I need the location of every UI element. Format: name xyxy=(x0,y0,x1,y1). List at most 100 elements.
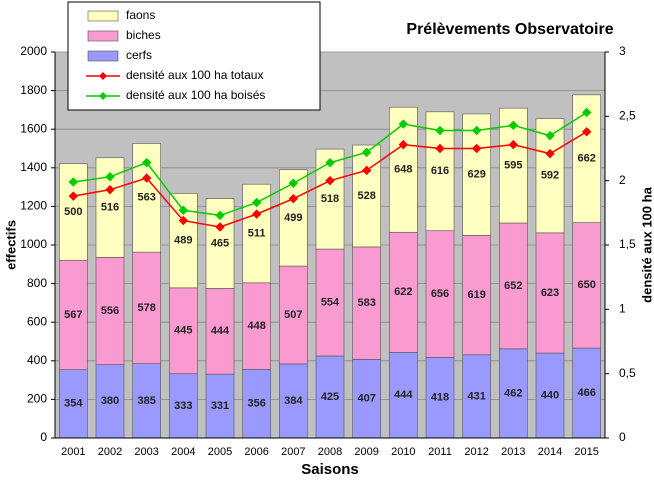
value-label: 333 xyxy=(174,400,192,412)
line-marker xyxy=(581,127,592,137)
value-label: 465 xyxy=(211,237,229,249)
line-marker xyxy=(215,210,225,221)
line-marker xyxy=(508,139,519,150)
bar-segment xyxy=(389,352,418,439)
y-tick-label: 2000 xyxy=(20,44,47,58)
line-marker xyxy=(141,173,152,183)
value-label: 511 xyxy=(248,227,266,239)
value-label: 592 xyxy=(541,170,559,182)
value-label: 662 xyxy=(577,153,595,165)
y-tick-label: 1400 xyxy=(20,160,47,174)
value-label: 578 xyxy=(137,302,155,314)
y2-tick-label: 2,5 xyxy=(619,109,636,123)
legend-swatch xyxy=(87,30,119,42)
bar-segment xyxy=(315,248,345,357)
line-marker xyxy=(545,130,555,141)
x-tick-label: 2014 xyxy=(538,446,562,458)
value-label: 489 xyxy=(174,235,192,247)
value-label: 407 xyxy=(357,393,375,405)
value-label: 425 xyxy=(321,391,339,403)
bar-segment xyxy=(462,354,491,439)
line-marker xyxy=(545,148,555,159)
bar-segment xyxy=(132,251,161,364)
y-axis-label: effectifs xyxy=(3,220,18,270)
value-label: 554 xyxy=(321,296,340,308)
x-tick-label: 2012 xyxy=(464,446,488,458)
bar-segment xyxy=(425,111,455,232)
x-tick-label: 2011 xyxy=(428,446,452,458)
x-tick-label: 2009 xyxy=(354,446,378,458)
value-label: 444 xyxy=(394,389,413,401)
value-label: 499 xyxy=(284,212,302,224)
y-tick-label: 200 xyxy=(27,392,47,406)
value-label: 528 xyxy=(357,190,375,202)
y2-tick-label: 0,5 xyxy=(619,366,636,380)
bar-segment xyxy=(315,355,345,439)
value-label: 354 xyxy=(64,398,83,410)
value-label: 507 xyxy=(284,309,302,321)
value-label: 385 xyxy=(137,395,155,407)
line-marker xyxy=(288,193,299,204)
bar-segment xyxy=(389,231,418,353)
bar-segment xyxy=(59,259,88,370)
value-label: 445 xyxy=(174,325,192,337)
bar-segment xyxy=(499,348,528,439)
value-label: 563 xyxy=(137,192,155,204)
bar-segment xyxy=(352,144,381,248)
value-label: 518 xyxy=(321,193,339,205)
value-label: 656 xyxy=(431,288,449,300)
value-label: 595 xyxy=(504,159,522,171)
y-tick-label: 0 xyxy=(40,430,47,444)
bar-segment xyxy=(572,347,601,439)
legend-swatch xyxy=(87,10,119,22)
line-marker xyxy=(471,125,482,136)
value-label: 444 xyxy=(211,325,230,337)
bar-segment xyxy=(352,246,381,360)
bar-segment xyxy=(572,222,601,349)
y2-tick-label: 1,5 xyxy=(619,237,636,251)
x-tick-label: 2007 xyxy=(281,446,305,458)
bar-segment xyxy=(205,288,235,375)
y2-tick-label: 0 xyxy=(619,430,626,444)
y2-axis-label: densité aux 100 ha xyxy=(639,186,654,302)
x-tick-label: 2008 xyxy=(318,446,342,458)
value-label: 516 xyxy=(101,201,119,213)
line-marker xyxy=(398,139,409,150)
y-tick-label: 1200 xyxy=(20,199,47,213)
y-tick-label: 1600 xyxy=(20,121,47,135)
value-label: 466 xyxy=(577,387,595,399)
value-label: 448 xyxy=(247,320,265,332)
chart-title: Prélèvements Observatoire xyxy=(406,21,613,38)
value-label: 583 xyxy=(357,297,375,309)
x-axis-label: Saisons xyxy=(301,461,359,478)
bar-segment xyxy=(352,359,381,439)
line-marker xyxy=(398,119,409,129)
x-tick-label: 2013 xyxy=(501,446,525,458)
bar-segment xyxy=(242,368,271,439)
y-tick-label: 400 xyxy=(27,353,47,367)
bar-segment xyxy=(535,232,565,354)
bar-segment xyxy=(279,363,308,439)
value-label: 648 xyxy=(394,164,412,176)
y-tick-label: 1000 xyxy=(20,237,47,251)
value-label: 652 xyxy=(504,280,522,292)
x-tick-label: 2005 xyxy=(208,446,232,458)
y-tick-label: 800 xyxy=(27,276,47,290)
line-marker xyxy=(325,175,335,186)
x-tick-label: 2004 xyxy=(171,446,195,458)
line-marker xyxy=(325,157,335,168)
y-tick-label: 1800 xyxy=(20,83,47,97)
bar-segment xyxy=(425,357,455,439)
value-label: 556 xyxy=(101,305,119,317)
legend-label: cerfs xyxy=(126,48,152,62)
y2-tick-label: 2 xyxy=(619,173,626,187)
line-marker xyxy=(361,165,372,176)
value-label: 619 xyxy=(467,289,485,301)
legend-label: faons xyxy=(126,8,155,22)
value-label: 380 xyxy=(101,395,119,407)
line-marker xyxy=(471,143,482,154)
line-marker xyxy=(215,222,225,232)
line-marker xyxy=(141,157,152,168)
value-label: 567 xyxy=(64,309,82,321)
